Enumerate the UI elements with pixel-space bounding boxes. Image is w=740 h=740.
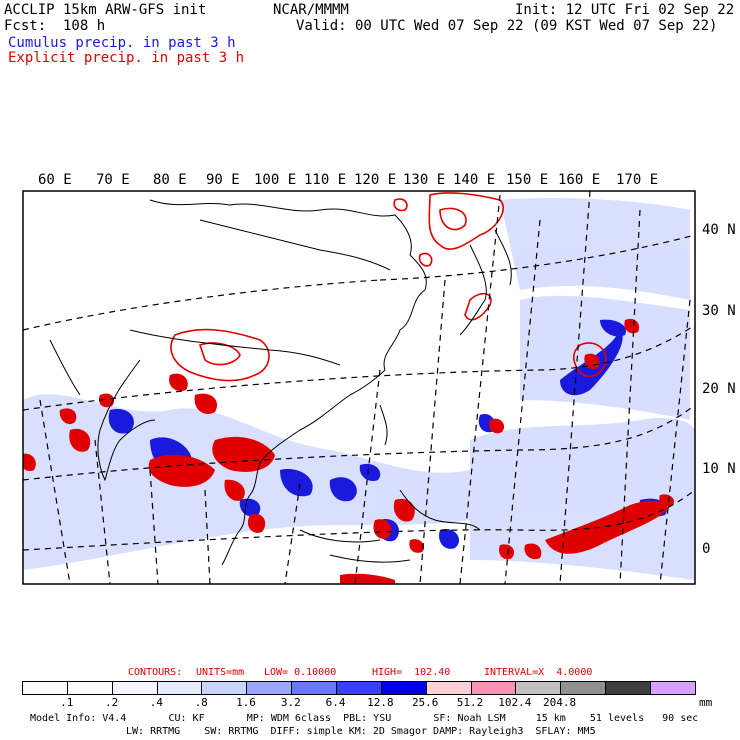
model-info-line2: LW: RRTMG SW: RRTMG DIFF: simple KM: 2D … [126,726,596,737]
colorbar-cell [23,682,68,694]
lat-lon-grid [23,191,695,584]
lon-label: 100 E [254,172,297,188]
explicit-precip-fill [23,318,675,584]
lon-label: 160 E [558,172,601,188]
colorbar-tick-label: 25.6 [411,696,439,709]
cumulus-legend: Cumulus precip. in past 3 h [8,35,236,51]
colorbar-tick-label: .4 [149,696,164,709]
lon-label: 130 E [403,172,446,188]
colorbar-cell [606,682,652,694]
colorbar-tick-label: 102.4 [498,696,532,709]
lat-label: 0 [702,541,711,557]
contours-interval: INTERVAL=X 4.0000 [484,667,593,678]
colorbar-cell [651,682,695,694]
colorbar-tick-label: 1.6 [236,696,256,709]
center-label: NCAR/MMMM [273,2,349,18]
colorbar-cell [247,682,293,694]
colorbar-cell [112,682,158,694]
lon-label: 110 E [304,172,347,188]
map-frame [22,190,696,585]
model-info-line1: Model Info: V4.4 CU: KF MP: WDM 6class P… [30,713,699,724]
colorbar-cell [561,682,607,694]
colorbar-tick-label: .8 [194,696,208,709]
colorbar-cell [292,682,338,694]
lat-label: 40 N [702,222,736,238]
lon-label: 170 E [616,172,659,188]
colorbar-tick-label: 3.2 [280,696,301,709]
colorbar-cell [67,682,113,694]
contours-high: HIGH= 102.40 [372,667,451,678]
lon-label: 120 E [354,172,397,188]
colorbar-cell [426,682,472,694]
lon-label: 90 E [206,172,240,188]
lat-label: 20 N [702,381,736,397]
colorbar-tick-label: 51.2 [456,696,484,709]
colorbar-tick-label: 12.8 [367,696,394,709]
colorbar-tick-label: 6.4 [325,696,346,709]
colorbar-cell [381,682,427,694]
colorbar-tick-label: .1 [60,696,74,709]
contours-label: CONTOURS: [128,667,183,678]
colorbar-cell [337,682,382,694]
lon-label: 80 E [153,172,187,188]
lon-label: 60 E [38,172,72,188]
init-time: Init: 12 UTC Fri 02 Sep 22 [515,2,735,18]
colorbar-tick-label: 204.8 [543,696,577,709]
colorbar-cell [157,682,203,694]
colorbar-unit: mm [699,696,713,709]
coastlines [49,199,512,566]
lat-label: 10 N [702,461,736,477]
lon-label: 150 E [506,172,549,188]
colorbar-cell [471,682,517,694]
explicit-legend: Explicit precip. in past 3 h [8,50,245,66]
colorbar-cell [202,682,248,694]
colorbar-tick-label: .2 [104,696,119,709]
explicit-precip [170,192,607,382]
lon-label: 140 E [453,172,496,188]
contours-units: UNITS=mm [196,667,245,678]
valid-time: Valid: 00 UTC Wed 07 Sep 22 (09 KST Wed … [296,18,718,34]
lat-label: 30 N [702,303,736,319]
model-title: ACCLIP 15km ARW-GFS init [4,2,207,18]
forecast-hour: Fcst: 108 h [4,18,106,34]
lon-label: 70 E [96,172,130,188]
precipitation-map [22,190,696,585]
contours-low: LOW= 0.10000 [264,667,337,678]
colorbar [22,681,696,695]
colorbar-cell [516,682,562,694]
